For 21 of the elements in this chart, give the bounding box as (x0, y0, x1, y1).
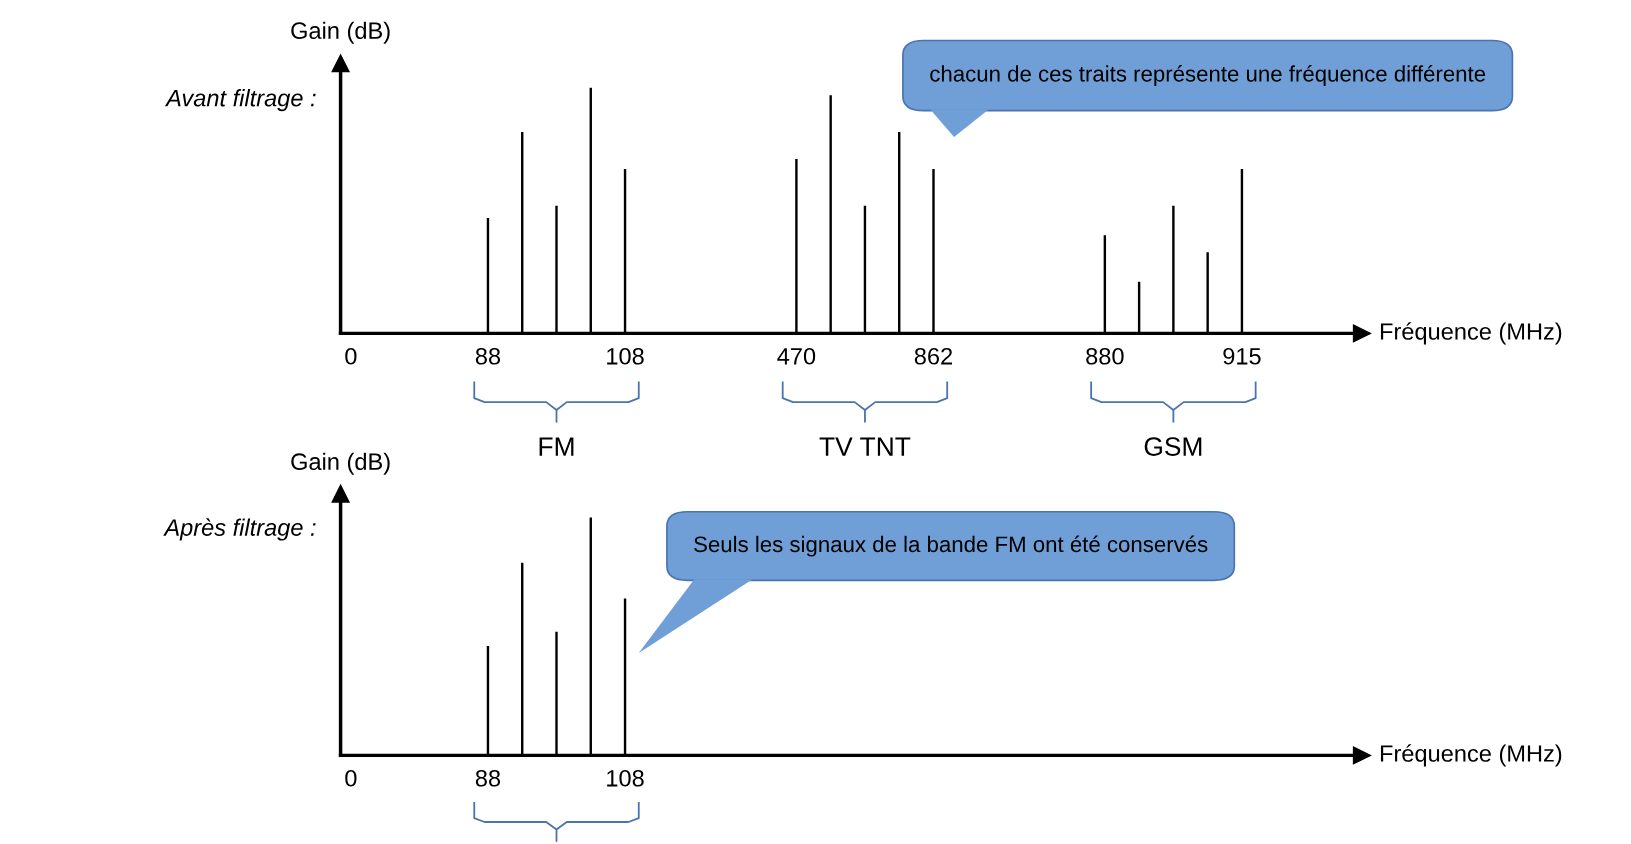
x-tick-label: 88 (475, 347, 501, 365)
text: GSM (1144, 437, 1202, 456)
x-tick-label: 108 (607, 769, 644, 787)
x-tick-label: 862 (914, 347, 952, 365)
x-tick-label: 880 (1086, 347, 1124, 365)
text: chacun de ces traits représente une fréquence différente (930, 65, 1486, 87)
y-axis-title: Gain (dB) (291, 21, 390, 44)
x-tick-label: 0 (345, 769, 357, 787)
chart-title: Avant filtrage : (164, 89, 316, 112)
chart-title: Après filtrage : (163, 518, 316, 541)
x-tick-label: 915 (1223, 347, 1261, 365)
x-axis-title: Fréquence (MHz) (1380, 322, 1562, 345)
x-tick-label: 470 (777, 347, 816, 365)
y-axis-title: Gain (dB) (291, 452, 390, 475)
text: TV TNT (819, 437, 911, 456)
x-tick-label: 108 (607, 347, 644, 365)
x-axis-title: Fréquence (MHz) (1380, 744, 1562, 767)
x-tick-label: 88 (475, 769, 501, 787)
x-tick-label: 0 (345, 347, 357, 365)
annotation: Seuls les signaux de la bande FM ont été conservés (694, 535, 1208, 557)
text: FM (539, 437, 574, 456)
